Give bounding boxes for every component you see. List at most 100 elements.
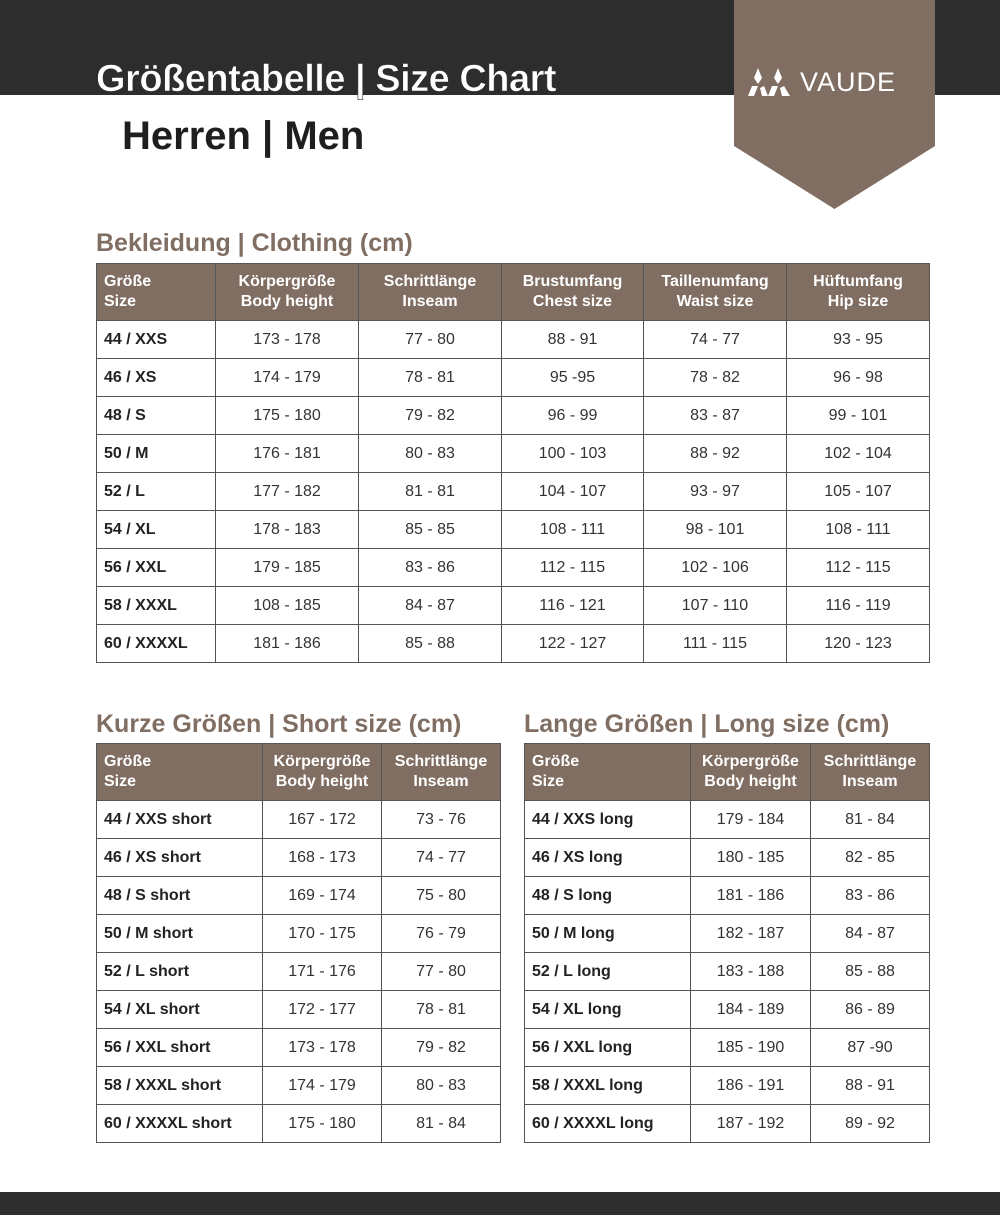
value-cell: 79 - 82: [381, 1028, 501, 1067]
value-cell: 182 - 187: [690, 914, 811, 953]
table-row: 56 / XXL 179 - 185 83 - 86 112 - 115 102 - 1…: [96, 548, 930, 587]
header-label-en: Size: [532, 773, 565, 790]
header-label-de: Taillenumfang: [661, 273, 769, 290]
value-cell: 86 - 89: [810, 990, 930, 1029]
value-cell: 93 - 95: [786, 320, 930, 359]
value-cell: 175 - 180: [215, 396, 359, 435]
table-row: 44 / XXS 173 - 178 77 - 80 88 - 91 74 - 77 93…: [96, 320, 930, 359]
value-cell: 174 - 179: [215, 358, 359, 397]
header-label-en: Waist size: [676, 293, 754, 310]
value-cell: 171 - 176: [262, 952, 382, 991]
value-cell: 81 - 84: [810, 800, 930, 839]
size-cell: 60 / XXXXL long: [524, 1104, 691, 1143]
value-cell: 83 - 86: [358, 548, 502, 587]
value-cell: 96 - 98: [786, 358, 930, 397]
size-cell: 60 / XXXXL short: [96, 1104, 263, 1143]
value-cell: 108 - 111: [786, 510, 930, 549]
size-cell: 56 / XXL short: [96, 1028, 263, 1067]
table-row: 46 / XS 174 - 179 78 - 81 95 -95 78 - 82 96 -…: [96, 358, 930, 397]
column-header: Schrittlänge Inseam: [381, 743, 501, 801]
table-row: 48 / S long 181 - 186 83 - 86: [524, 876, 930, 915]
value-cell: 184 - 189: [690, 990, 811, 1029]
value-cell: 87 -90: [810, 1028, 930, 1067]
table-row: 56 / XXL long 185 - 190 87 -90: [524, 1028, 930, 1067]
value-cell: 185 - 190: [690, 1028, 811, 1067]
header-label-de: Schrittlänge: [823, 753, 917, 770]
value-cell: 108 - 185: [215, 586, 359, 625]
value-cell: 79 - 82: [358, 396, 502, 435]
size-cell: 54 / XL: [96, 510, 216, 549]
table-row: 54 / XL long 184 - 189 86 - 89: [524, 990, 930, 1029]
value-cell: 77 - 80: [358, 320, 502, 359]
value-cell: 173 - 178: [262, 1028, 382, 1067]
short-size-table: Größe Size Körpergröße Body height Schrittlä…: [96, 743, 501, 1143]
column-header: Größe Size: [96, 263, 216, 321]
size-cell: 58 / XXXL: [96, 586, 216, 625]
value-cell: 180 - 185: [690, 838, 811, 877]
value-cell: 74 - 77: [643, 320, 787, 359]
size-cell: 46 / XS: [96, 358, 216, 397]
table-row: 60 / XXXXL short 175 - 180 81 - 84: [96, 1104, 501, 1143]
header-label-de: Größe: [532, 753, 580, 770]
value-cell: 88 - 91: [501, 320, 644, 359]
value-cell: 181 - 186: [215, 624, 359, 663]
size-cell: 46 / XS short: [96, 838, 263, 877]
column-header: Schrittlänge Inseam: [358, 263, 502, 321]
size-cell: 56 / XXL: [96, 548, 216, 587]
column-header: Hüftumfang Hip size: [786, 263, 930, 321]
long-size-table: Größe Size Körpergröße Body height Schrittlä…: [524, 743, 930, 1143]
column-header: Taillenumfang Waist size: [643, 263, 787, 321]
table-row: 46 / XS short 168 - 173 74 - 77: [96, 838, 501, 877]
size-cell: 46 / XS long: [524, 838, 691, 877]
page-subtitle: Herren | Men: [122, 114, 365, 158]
value-cell: 96 - 99: [501, 396, 644, 435]
value-cell: 73 - 76: [381, 800, 501, 839]
value-cell: 168 - 173: [262, 838, 382, 877]
value-cell: 100 - 103: [501, 434, 644, 473]
header-row: Größe Size Körpergröße Body height Schrittlä…: [96, 263, 930, 321]
value-cell: 84 - 87: [810, 914, 930, 953]
value-cell: 89 - 92: [810, 1104, 930, 1143]
value-cell: 174 - 179: [262, 1066, 382, 1105]
vaude-mountain-logo-icon: [748, 68, 790, 96]
size-cell: 54 / XL long: [524, 990, 691, 1029]
size-cell: 54 / XL short: [96, 990, 263, 1029]
table-row: 50 / M 176 - 181 80 - 83 100 - 103 88 - 92 10…: [96, 434, 930, 473]
table-row: 54 / XL 178 - 183 85 - 85 108 - 111 98 - 101…: [96, 510, 930, 549]
header-label-de: Brustumfang: [522, 273, 623, 290]
value-cell: 186 - 191: [690, 1066, 811, 1105]
table-row: 50 / M short 170 - 175 76 - 79: [96, 914, 501, 953]
value-cell: 176 - 181: [215, 434, 359, 473]
value-cell: 187 - 192: [690, 1104, 811, 1143]
header-label-de: Körpergröße: [238, 273, 336, 290]
header-label-de: Schrittlänge: [394, 753, 488, 770]
value-cell: 83 - 86: [810, 876, 930, 915]
value-cell: 178 - 183: [215, 510, 359, 549]
value-cell: 80 - 83: [358, 434, 502, 473]
value-cell: 172 - 177: [262, 990, 382, 1029]
header-label-en: Body height: [704, 773, 797, 790]
value-cell: 93 - 97: [643, 472, 787, 511]
header-label-en: Chest size: [532, 293, 613, 310]
table-row: 46 / XS long 180 - 185 82 - 85: [524, 838, 930, 877]
value-cell: 88 - 91: [810, 1066, 930, 1105]
header-label-en: Size: [104, 293, 137, 310]
value-cell: 120 - 123: [786, 624, 930, 663]
table-row: 58 / XXXL short 174 - 179 80 - 83: [96, 1066, 501, 1105]
value-cell: 116 - 119: [786, 586, 930, 625]
value-cell: 102 - 106: [643, 548, 787, 587]
value-cell: 98 - 101: [643, 510, 787, 549]
value-cell: 81 - 84: [381, 1104, 501, 1143]
value-cell: 78 - 81: [381, 990, 501, 1029]
value-cell: 78 - 81: [358, 358, 502, 397]
value-cell: 99 - 101: [786, 396, 930, 435]
value-cell: 112 - 115: [786, 548, 930, 587]
header-label-de: Schrittlänge: [383, 273, 477, 290]
brand-banner: [734, 0, 935, 209]
value-cell: 122 - 127: [501, 624, 644, 663]
value-cell: 112 - 115: [501, 548, 644, 587]
page-title: Größentabelle | Size Chart: [96, 58, 557, 101]
table-row: 52 / L long 183 - 188 85 - 88: [524, 952, 930, 991]
brand-logo: VAUDE: [748, 66, 896, 98]
size-cell: 48 / S short: [96, 876, 263, 915]
